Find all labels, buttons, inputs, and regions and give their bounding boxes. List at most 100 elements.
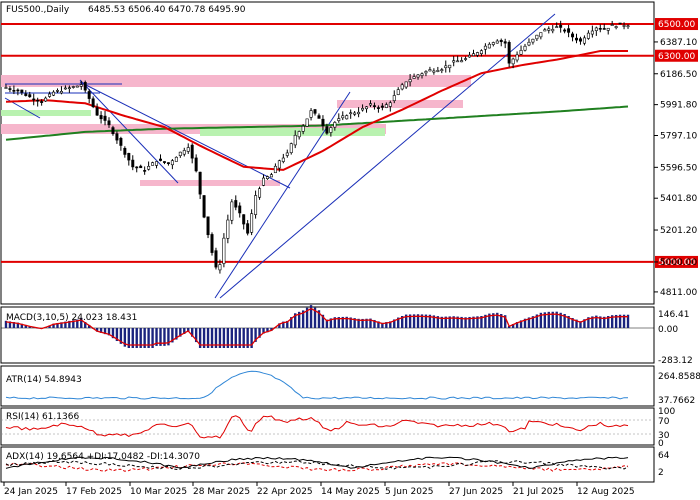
candle-body <box>95 107 99 116</box>
candle-body <box>357 111 361 115</box>
candle-body <box>349 112 353 115</box>
macd-bar <box>357 318 360 328</box>
candle-body <box>416 74 420 78</box>
candle-body <box>262 177 266 186</box>
candle-body <box>503 41 507 44</box>
macd-panel[interactable]: MACD(3,10,5) 24.023 18.431 146.41 0.00 -28… <box>0 305 693 366</box>
price-panel[interactable] <box>0 1 655 305</box>
candle-body <box>151 162 155 166</box>
candle-body <box>432 70 436 73</box>
candle-body <box>333 122 337 128</box>
atr-line <box>5 370 629 400</box>
macd-bar <box>539 312 543 328</box>
macd-bar <box>504 315 507 328</box>
macd-bar <box>250 328 253 348</box>
candle-body <box>143 170 147 172</box>
macd-bar <box>16 322 20 328</box>
candle-body <box>448 64 452 69</box>
candle-body <box>309 110 313 118</box>
time-tick-label: 28 Mar 2025 <box>193 487 250 497</box>
candle-body <box>353 112 357 115</box>
macd-bar <box>187 328 190 332</box>
macd-bar <box>246 328 249 348</box>
supply-zone-4 <box>140 180 280 186</box>
macd-bar <box>543 312 547 328</box>
macd-bar <box>12 322 16 328</box>
candle-body <box>254 195 258 215</box>
atr-axis-label: 264.8588 <box>658 372 700 382</box>
macd-bar <box>198 328 202 348</box>
candle-body <box>555 26 559 28</box>
macd-bar <box>171 328 174 343</box>
macd-bar <box>404 314 408 328</box>
candle-body <box>452 60 456 63</box>
candle-body <box>182 150 186 155</box>
candle-body <box>499 39 503 43</box>
macd-bar <box>313 307 317 328</box>
time-tick-label: 12 Aug 2025 <box>577 487 635 497</box>
macd-bar <box>309 305 313 328</box>
candle-body <box>289 143 293 153</box>
level-tag-text-1: 6300.00 <box>658 52 695 62</box>
candle-body <box>531 38 535 43</box>
macd-bar <box>571 318 574 328</box>
price-tick-label: 5201.20 <box>660 226 697 236</box>
candle-body <box>218 264 222 271</box>
macd-bar <box>361 318 364 328</box>
candle-body <box>614 26 618 28</box>
trendline-4 <box>219 13 556 299</box>
candle-body <box>214 250 218 268</box>
macd-bar <box>527 317 531 328</box>
macd-bar <box>333 317 337 328</box>
candle-body <box>396 89 400 95</box>
chart-ohlc: 6485.53 6506.40 6470.78 6495.90 <box>88 5 246 15</box>
macd-bar <box>60 322 63 328</box>
candle-body <box>547 28 551 31</box>
macd-bar <box>559 312 562 328</box>
macd-histogram <box>4 305 630 348</box>
candle-body <box>230 201 234 221</box>
candle-body <box>20 89 24 93</box>
macd-bar <box>436 316 440 328</box>
candle-body <box>111 127 115 135</box>
price-tick-label: 5797.10 <box>660 132 697 142</box>
candle-body <box>337 118 341 122</box>
candle-body <box>79 84 83 87</box>
candle-body <box>159 158 162 161</box>
macd-bar <box>373 319 376 328</box>
macd-bar <box>48 325 51 328</box>
macd-bar <box>432 315 436 328</box>
macd-bar <box>440 316 443 328</box>
price-tick-label: 6186.50 <box>660 70 697 80</box>
candle-body <box>479 50 483 54</box>
macd-bar <box>555 311 558 328</box>
supply-zone-3 <box>337 100 463 108</box>
candle-body <box>55 90 59 92</box>
atr-panel[interactable]: ATR(14) 54.8943 264.8588 37.7662 <box>0 365 700 407</box>
time-tick-label: 5 Jun 2025 <box>385 487 433 497</box>
candle-body <box>329 127 333 133</box>
candle-body <box>273 165 277 174</box>
candle-body <box>202 195 206 218</box>
macd-bar <box>222 328 226 348</box>
macd-bar <box>397 317 400 328</box>
candle-body <box>606 27 610 31</box>
time-tick-label: 21 Jul 2025 <box>513 487 564 497</box>
macd-bar <box>194 328 198 343</box>
macd-bar <box>321 314 325 328</box>
macd-bar <box>123 328 127 347</box>
supply-zone <box>1 75 471 87</box>
adx-panel[interactable]: ADX(14) 19.6564 +DI:17.0482 -DI:14.3070 … <box>0 446 670 483</box>
candle-body <box>44 97 48 102</box>
candle-body <box>618 22 622 25</box>
macd-bar <box>476 316 479 328</box>
macd-bar <box>496 312 499 328</box>
macd-bar <box>68 320 71 328</box>
atr-axis: 264.8588 37.7662 <box>658 372 700 406</box>
candle-body <box>578 38 582 42</box>
candle-body <box>250 213 254 233</box>
macd-bar <box>591 316 594 328</box>
macd-bar <box>500 314 503 328</box>
